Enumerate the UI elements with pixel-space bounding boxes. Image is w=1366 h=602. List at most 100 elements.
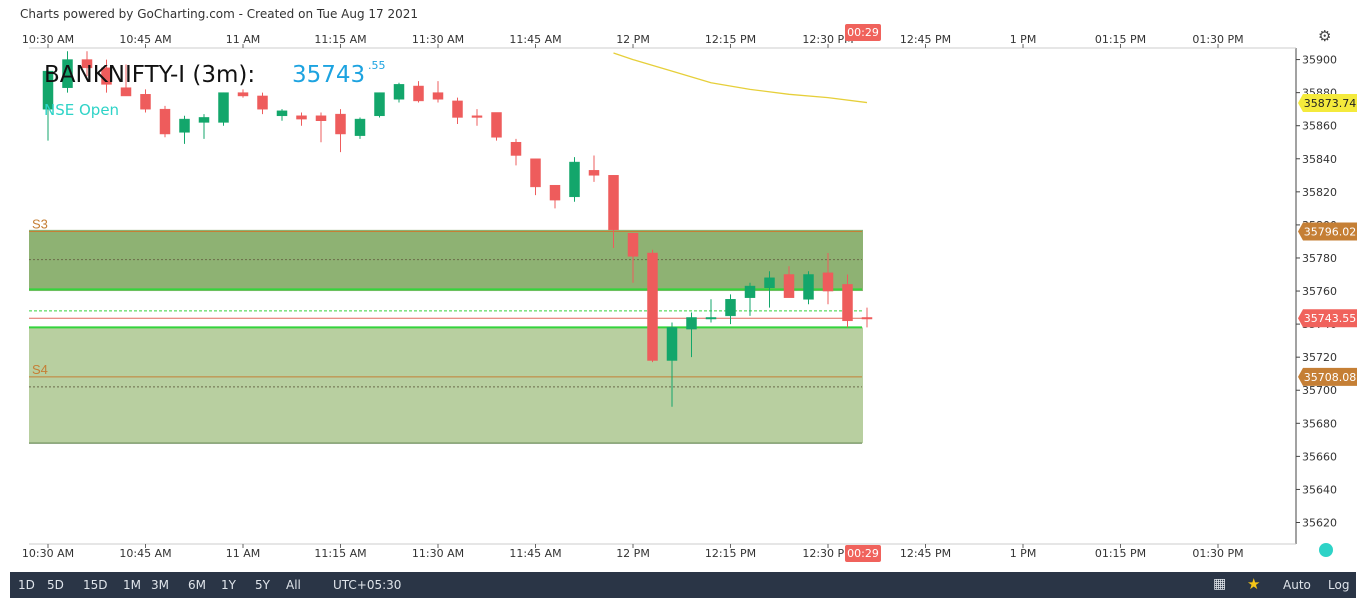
- candle-body: [764, 277, 775, 288]
- y-tick-label: 35640: [1302, 483, 1337, 496]
- range-button-15d[interactable]: 15D: [83, 578, 108, 592]
- status-dot-icon[interactable]: [1319, 543, 1333, 557]
- auto-scale-button[interactable]: Auto: [1283, 578, 1311, 592]
- candle-body: [705, 317, 717, 320]
- candle-body: [432, 92, 444, 100]
- candle: [413, 81, 424, 103]
- candle: [81, 51, 93, 77]
- x-tick-label-bottom: 12:30 PM: [802, 547, 853, 560]
- range-button-5d[interactable]: 5D: [47, 578, 64, 592]
- last-price-decimals: .55: [368, 59, 386, 72]
- price-tag-box: [1298, 222, 1357, 241]
- candle-body: [842, 284, 853, 322]
- y-tick-label: 35620: [1302, 517, 1337, 530]
- candle: [62, 51, 73, 93]
- candle-body: [530, 158, 541, 188]
- candle-body: [120, 87, 132, 97]
- countdown-box: [845, 24, 881, 41]
- log-scale-button[interactable]: Log: [1328, 578, 1350, 592]
- x-tick-label-bottom: 10:30 AM: [22, 547, 74, 560]
- candle-body: [198, 117, 210, 123]
- candle-body: [725, 299, 736, 317]
- x-tick-label-top: 10:30 AM: [22, 33, 74, 46]
- candle-body: [296, 115, 307, 120]
- x-tick-label-bottom: 01:15 PM: [1095, 547, 1146, 560]
- timezone-label[interactable]: UTC+05:30: [333, 578, 402, 592]
- candle-body: [276, 110, 288, 117]
- candle-body: [666, 327, 678, 361]
- candle-body: [510, 141, 522, 156]
- candle: [491, 112, 502, 141]
- candle: [159, 105, 171, 138]
- candle: [218, 92, 229, 126]
- candle: [744, 282, 756, 316]
- zone-bottom-border: [29, 442, 862, 444]
- x-tick-label-bottom: 12:15 PM: [705, 547, 756, 560]
- candle: [647, 249, 658, 363]
- y-tick-label: 35760: [1302, 285, 1337, 298]
- candle: [315, 112, 327, 143]
- countdown-text: 00:29: [847, 26, 879, 39]
- candle-body: [471, 115, 483, 118]
- star-icon[interactable]: ★: [1247, 575, 1261, 593]
- candle: [686, 312, 697, 358]
- candle: [530, 158, 541, 196]
- candle-body: [452, 100, 463, 118]
- pivot-label-s4: S4: [32, 362, 48, 377]
- x-tick-label-top: 12:30 PM: [802, 33, 853, 46]
- range-button-all[interactable]: All: [286, 578, 301, 592]
- y-tick-label: 35720: [1302, 351, 1337, 364]
- candle: [198, 114, 210, 139]
- y-tick-label: 35840: [1302, 153, 1337, 166]
- range-button-6m[interactable]: 6M: [188, 578, 206, 592]
- candle: [257, 92, 268, 115]
- price-tag-text: 35743.55: [1304, 312, 1357, 325]
- candle: [471, 109, 483, 126]
- x-tick-label-top: 11:30 AM: [412, 33, 464, 46]
- range-button-1d[interactable]: 1D: [18, 578, 35, 592]
- support-zone: [29, 229, 863, 292]
- grid-icon[interactable]: ▦: [1213, 576, 1227, 592]
- range-button-3m[interactable]: 3M: [151, 578, 169, 592]
- pivot-label-s3: S3: [32, 216, 48, 231]
- x-tick-label-top: 12:15 PM: [705, 33, 756, 46]
- chart-symbol-title: BANKNIFTY-I (3m):: [44, 62, 255, 88]
- candle-body: [140, 94, 151, 110]
- candle-body: [315, 115, 327, 121]
- candle-body: [686, 317, 697, 330]
- candle: [666, 322, 678, 407]
- candle-body: [257, 95, 268, 110]
- price-tag-box: [1298, 367, 1357, 386]
- gear-icon[interactable]: ⚙: [1318, 28, 1332, 45]
- candle: [705, 299, 717, 323]
- candle-body: [549, 184, 561, 201]
- candle: [764, 271, 775, 308]
- candle-body: [744, 285, 756, 298]
- candle: [588, 155, 600, 182]
- candle: [296, 112, 307, 126]
- x-tick-label-top: 01:15 PM: [1095, 33, 1146, 46]
- candle-body: [81, 59, 93, 69]
- price-chart[interactable]: S3S4359003588035860358403582035800357803…: [0, 0, 1366, 572]
- candle-body: [861, 317, 873, 320]
- x-tick-label-bottom: 11:30 AM: [412, 547, 464, 560]
- x-tick-label-bottom: 10:45 AM: [119, 547, 171, 560]
- candle-body: [354, 118, 366, 136]
- candle-body: [569, 161, 580, 198]
- candle-body: [237, 92, 249, 97]
- x-tick-label-top: 12 PM: [616, 33, 650, 46]
- candle-body: [159, 108, 171, 135]
- range-button-1y[interactable]: 1Y: [221, 578, 236, 592]
- candle-body: [803, 274, 814, 300]
- price-tag-box: [1298, 93, 1357, 112]
- y-tick-label: 35700: [1302, 384, 1337, 397]
- candle-body: [179, 118, 190, 133]
- range-button-1m[interactable]: 1M: [123, 578, 141, 592]
- x-tick-label-bottom: 11:45 AM: [509, 547, 561, 560]
- range-button-5y[interactable]: 5Y: [255, 578, 270, 592]
- candle: [783, 266, 795, 298]
- candle-body: [491, 112, 502, 138]
- x-tick-label-top: 11 AM: [226, 33, 261, 46]
- y-tick-label: 35780: [1302, 252, 1337, 265]
- x-tick-label-top: 11:15 AM: [314, 33, 366, 46]
